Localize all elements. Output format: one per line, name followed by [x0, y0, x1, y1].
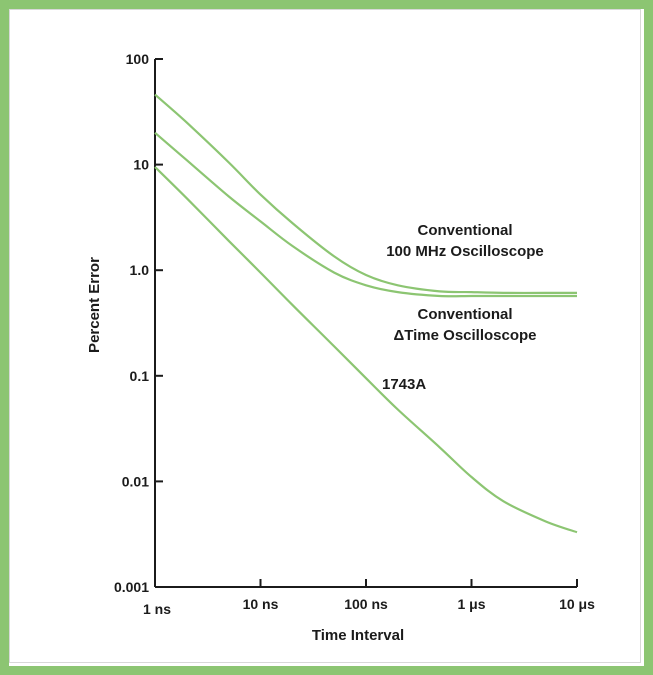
x-axis-label: Time Interval [312, 627, 404, 644]
x-tick-label: 100 ns [344, 596, 388, 612]
y-tick-label: 100 [126, 51, 150, 67]
series-line-0 [154, 93, 577, 295]
series-line-1 [154, 131, 577, 298]
x-ticks: 1 ns 10 ns 100 ns 1 μs 10 μs [143, 579, 595, 617]
x-tick-label: 1 μs [457, 596, 485, 612]
chart-panel [9, 9, 641, 663]
series-line-2 [154, 166, 578, 534]
y-tick-label: 0.1 [130, 368, 150, 384]
series-label-2: 1743A [382, 376, 426, 393]
y-tick-label: 1.0 [130, 262, 150, 278]
series-label-1: Conventional [417, 306, 512, 323]
y-ticks: 100 10 1.0 0.1 0.01 0.001 [114, 51, 163, 595]
y-tick-label: 10 [133, 157, 149, 173]
series-label-1: ΔTime Oscilloscope [393, 327, 536, 344]
series-lines [154, 93, 578, 534]
y-tick-label: 0.01 [122, 473, 149, 489]
x-tick-label: 1 ns [143, 601, 171, 617]
y-tick-label: 0.001 [114, 579, 149, 595]
series-label-0: 100 MHz Oscilloscope [386, 243, 544, 260]
y-axis-label: Percent Error [86, 257, 103, 353]
series-label-0: Conventional [417, 222, 512, 239]
x-tick-label: 10 ns [243, 596, 279, 612]
series-labels: Conventional 100 MHz Oscilloscope Conventi… [382, 222, 544, 393]
x-tick-label: 10 μs [559, 596, 595, 612]
